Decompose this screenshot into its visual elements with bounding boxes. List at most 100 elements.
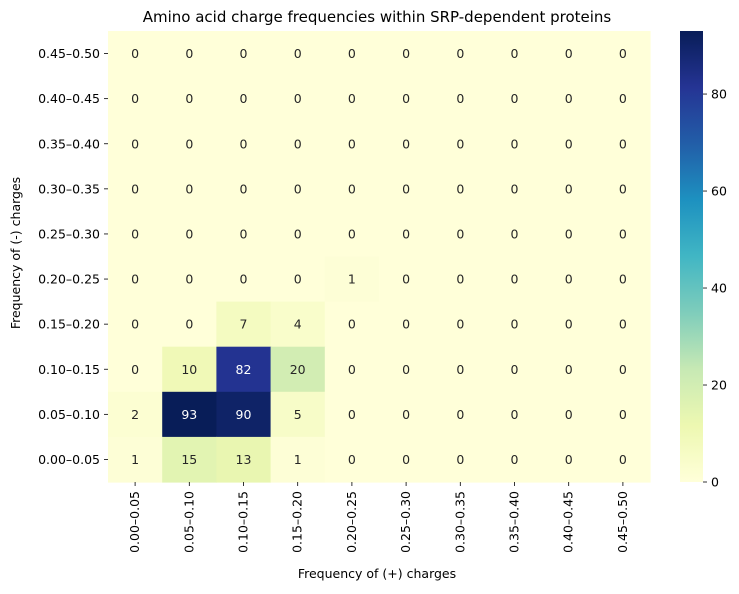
- cell-value-label: 0: [348, 226, 356, 241]
- heatmap-cell: [541, 346, 597, 393]
- heatmap-cell: [270, 256, 326, 303]
- cell-value-label: 0: [565, 362, 573, 377]
- heatmap-cell: [541, 211, 597, 258]
- y-tick-label: 0.40–0.45: [38, 91, 100, 106]
- cell-value-label: 0: [240, 272, 248, 287]
- cell-value-label: 0: [511, 181, 519, 196]
- cell-value-label: 0: [456, 136, 464, 151]
- cell-value-label: 0: [402, 46, 410, 61]
- heatmap-cell: [162, 76, 217, 122]
- x-tick-label: 0.40–0.45: [561, 491, 576, 553]
- heatmap-cell: [162, 121, 217, 167]
- heatmap-cell: [379, 76, 434, 122]
- cell-value-label: 0: [294, 136, 302, 151]
- cell-value-label: 0: [131, 46, 139, 61]
- y-tick-label: 0.45–0.50: [38, 46, 100, 61]
- cell-value-label: 0: [402, 317, 410, 332]
- heatmap-cell: [270, 121, 326, 167]
- cell-value-label: 0: [456, 362, 464, 377]
- heatmap-cell: [216, 301, 272, 348]
- heatmap-cell: [108, 391, 163, 438]
- cell-value-label: 0: [565, 46, 573, 61]
- heatmap-cell: [324, 256, 380, 303]
- heatmap-cell: [487, 301, 543, 348]
- heatmap-cell: [487, 391, 543, 438]
- cell-value-label: 0: [619, 407, 627, 422]
- cell-value-label: 0: [240, 46, 248, 61]
- cell-value-label: 0: [131, 317, 139, 332]
- cell-value-label: 0: [131, 226, 139, 241]
- cell-value-label: 0: [240, 226, 248, 241]
- heatmap-cell: [270, 346, 326, 393]
- cell-value-label: 0: [619, 272, 627, 287]
- heatmap-cell: [324, 121, 380, 167]
- cell-value-label: 0: [565, 91, 573, 106]
- cell-value-label: 0: [294, 181, 302, 196]
- cell-value-label: 0: [348, 136, 356, 151]
- y-tick-label: 0.10–0.15: [38, 362, 100, 377]
- heatmap-cell: [270, 301, 326, 348]
- heatmap-cell: [162, 166, 217, 212]
- heatmap-cell: [595, 166, 651, 212]
- heatmap-cell: [595, 256, 651, 303]
- cell-value-label: 0: [131, 362, 139, 377]
- heatmap-cell: [379, 121, 434, 167]
- cell-value-label: 0: [240, 181, 248, 196]
- heatmap-cell: [379, 436, 434, 483]
- cell-value-label: 0: [185, 226, 193, 241]
- heatmap-cell: [541, 31, 597, 77]
- heatmap-cell: [541, 436, 597, 483]
- heatmap-cell: [487, 436, 543, 483]
- cell-value-label: 0: [185, 136, 193, 151]
- cell-value-label: 5: [294, 407, 302, 422]
- heatmap-cell: [216, 256, 272, 303]
- cell-value-label: 0: [511, 136, 519, 151]
- cell-value-label: 0: [565, 136, 573, 151]
- cell-value-label: 0: [565, 272, 573, 287]
- y-tick-label: 0.00–0.05: [38, 452, 100, 467]
- heatmap-cell: [162, 436, 217, 483]
- heatmap-cell: [108, 436, 163, 483]
- cell-value-label: 7: [240, 317, 248, 332]
- cell-value-label: 0: [402, 91, 410, 106]
- heatmap-cell: [433, 301, 488, 348]
- heatmap-cell: [541, 76, 597, 122]
- heatmap-cell: [108, 256, 163, 303]
- cell-value-label: 1: [348, 272, 356, 287]
- x-axis-ticks: 0.00–0.05 0.05–0.10 0.10–0.15 0.15–0.20 0.20…: [127, 482, 630, 553]
- colorbar-tick-label: 80: [711, 87, 727, 102]
- heatmap-cell: [487, 31, 543, 77]
- heatmap-cell: [270, 391, 326, 438]
- heatmap-cell: [595, 211, 651, 258]
- cell-value-label: 15: [181, 452, 197, 467]
- heatmap-cell: [433, 166, 488, 212]
- cell-value-label: 0: [402, 136, 410, 151]
- y-tick-label: 0.30–0.35: [38, 181, 100, 196]
- heatmap-cell: [595, 346, 651, 393]
- cell-value-label: 0: [456, 91, 464, 106]
- x-tick-label: 0.45–0.50: [615, 491, 630, 553]
- cell-value-label: 0: [619, 136, 627, 151]
- heatmap-cell: [162, 31, 217, 77]
- heatmap-cell: [270, 166, 326, 212]
- cell-value-label: 0: [185, 181, 193, 196]
- cell-value-label: 0: [619, 226, 627, 241]
- heatmap-cell: [216, 391, 272, 438]
- heatmap-cell: [541, 166, 597, 212]
- cell-value-label: 0: [185, 317, 193, 332]
- cell-value-label: 0: [294, 226, 302, 241]
- heatmap-cell: [324, 166, 380, 212]
- colorbar-tick-label: 20: [711, 378, 727, 393]
- heatmap-cell: [487, 211, 543, 258]
- heatmap-cell: [108, 31, 163, 77]
- heatmap-cell: [108, 301, 163, 348]
- colorbar-gradient: [680, 31, 703, 482]
- cell-value-label: 10: [181, 362, 197, 377]
- heatmap-cell: [541, 391, 597, 438]
- cell-value-label: 0: [348, 317, 356, 332]
- heatmap-cell: [433, 256, 488, 303]
- heatmap-cell: [162, 301, 217, 348]
- cell-value-label: 0: [402, 226, 410, 241]
